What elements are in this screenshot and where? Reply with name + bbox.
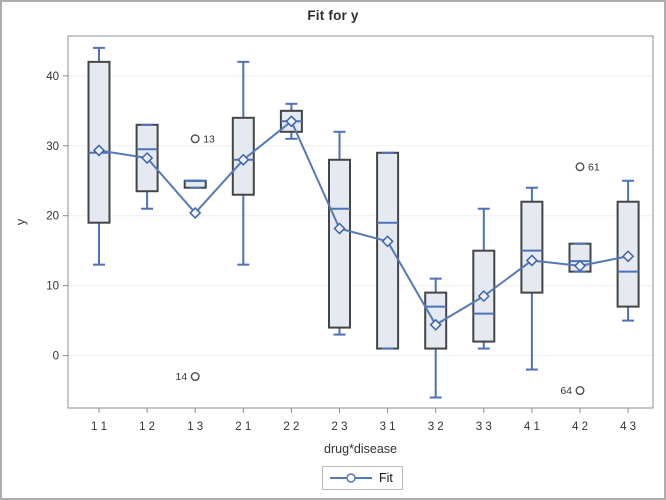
box xyxy=(376,151,400,350)
x-tick-label: 3 2 xyxy=(428,421,444,433)
x-tick-label: 1 1 xyxy=(91,421,107,433)
outlier-marker xyxy=(575,386,585,396)
fit-marker-diamond-icon xyxy=(429,318,442,331)
outlier-label: 13 xyxy=(203,133,215,145)
x-tick-label: 2 3 xyxy=(332,421,348,433)
legend-marker xyxy=(330,473,372,483)
outlier-label: 64 xyxy=(560,385,572,397)
legend-circle-icon xyxy=(346,473,356,483)
fit-marker-diamond-icon xyxy=(573,259,587,272)
box xyxy=(520,200,544,294)
fit-marker-diamond-icon xyxy=(141,151,154,165)
y-tick-label: 20 xyxy=(46,211,59,223)
y-tick-label: 40 xyxy=(46,71,59,83)
y-tick-label: 0 xyxy=(53,351,59,363)
outlier-label: 61 xyxy=(588,161,600,173)
fit-marker-diamond-icon xyxy=(333,222,346,235)
box xyxy=(328,158,351,329)
x-tick-label: 4 3 xyxy=(620,421,636,433)
fit-marker-diamond-icon xyxy=(381,235,394,248)
chart-title: Fit for y xyxy=(307,8,359,23)
x-tick-label: 4 2 xyxy=(572,421,588,433)
x-tick-label: 3 3 xyxy=(476,421,492,433)
x-tick-label: 2 2 xyxy=(283,421,299,433)
y-tick-label: 30 xyxy=(46,141,59,153)
legend: Fit xyxy=(322,466,403,490)
x-tick-label: 1 2 xyxy=(139,421,155,433)
x-tick-label: 3 1 xyxy=(380,421,396,433)
fit-marker-diamond-icon xyxy=(285,115,298,128)
fit-marker-diamond-icon xyxy=(92,144,106,157)
fit-marker-diamond-icon xyxy=(622,250,635,263)
box xyxy=(183,179,207,189)
x-tick-label: 2 1 xyxy=(235,421,251,433)
fit-marker-diamond-icon xyxy=(477,290,490,303)
legend-label: Fit xyxy=(379,471,393,485)
y-tick-label: 10 xyxy=(46,281,59,293)
box xyxy=(87,60,111,224)
outlier-marker xyxy=(190,134,200,144)
outlier-label: 14 xyxy=(176,371,188,383)
fit-marker-diamond-icon xyxy=(189,206,202,219)
outlier-marker xyxy=(190,372,200,382)
x-axis-label: drug*disease xyxy=(324,442,397,456)
y-axis-label: y xyxy=(14,218,28,226)
x-tick-label: 1 3 xyxy=(187,421,203,433)
plot-border xyxy=(67,35,654,409)
fit-marker-diamond-icon xyxy=(525,254,538,267)
fit-marker-diamond-icon xyxy=(237,153,250,166)
outlier-marker xyxy=(575,162,585,172)
fit-line xyxy=(98,120,629,326)
x-tick-label: 4 1 xyxy=(524,421,540,433)
